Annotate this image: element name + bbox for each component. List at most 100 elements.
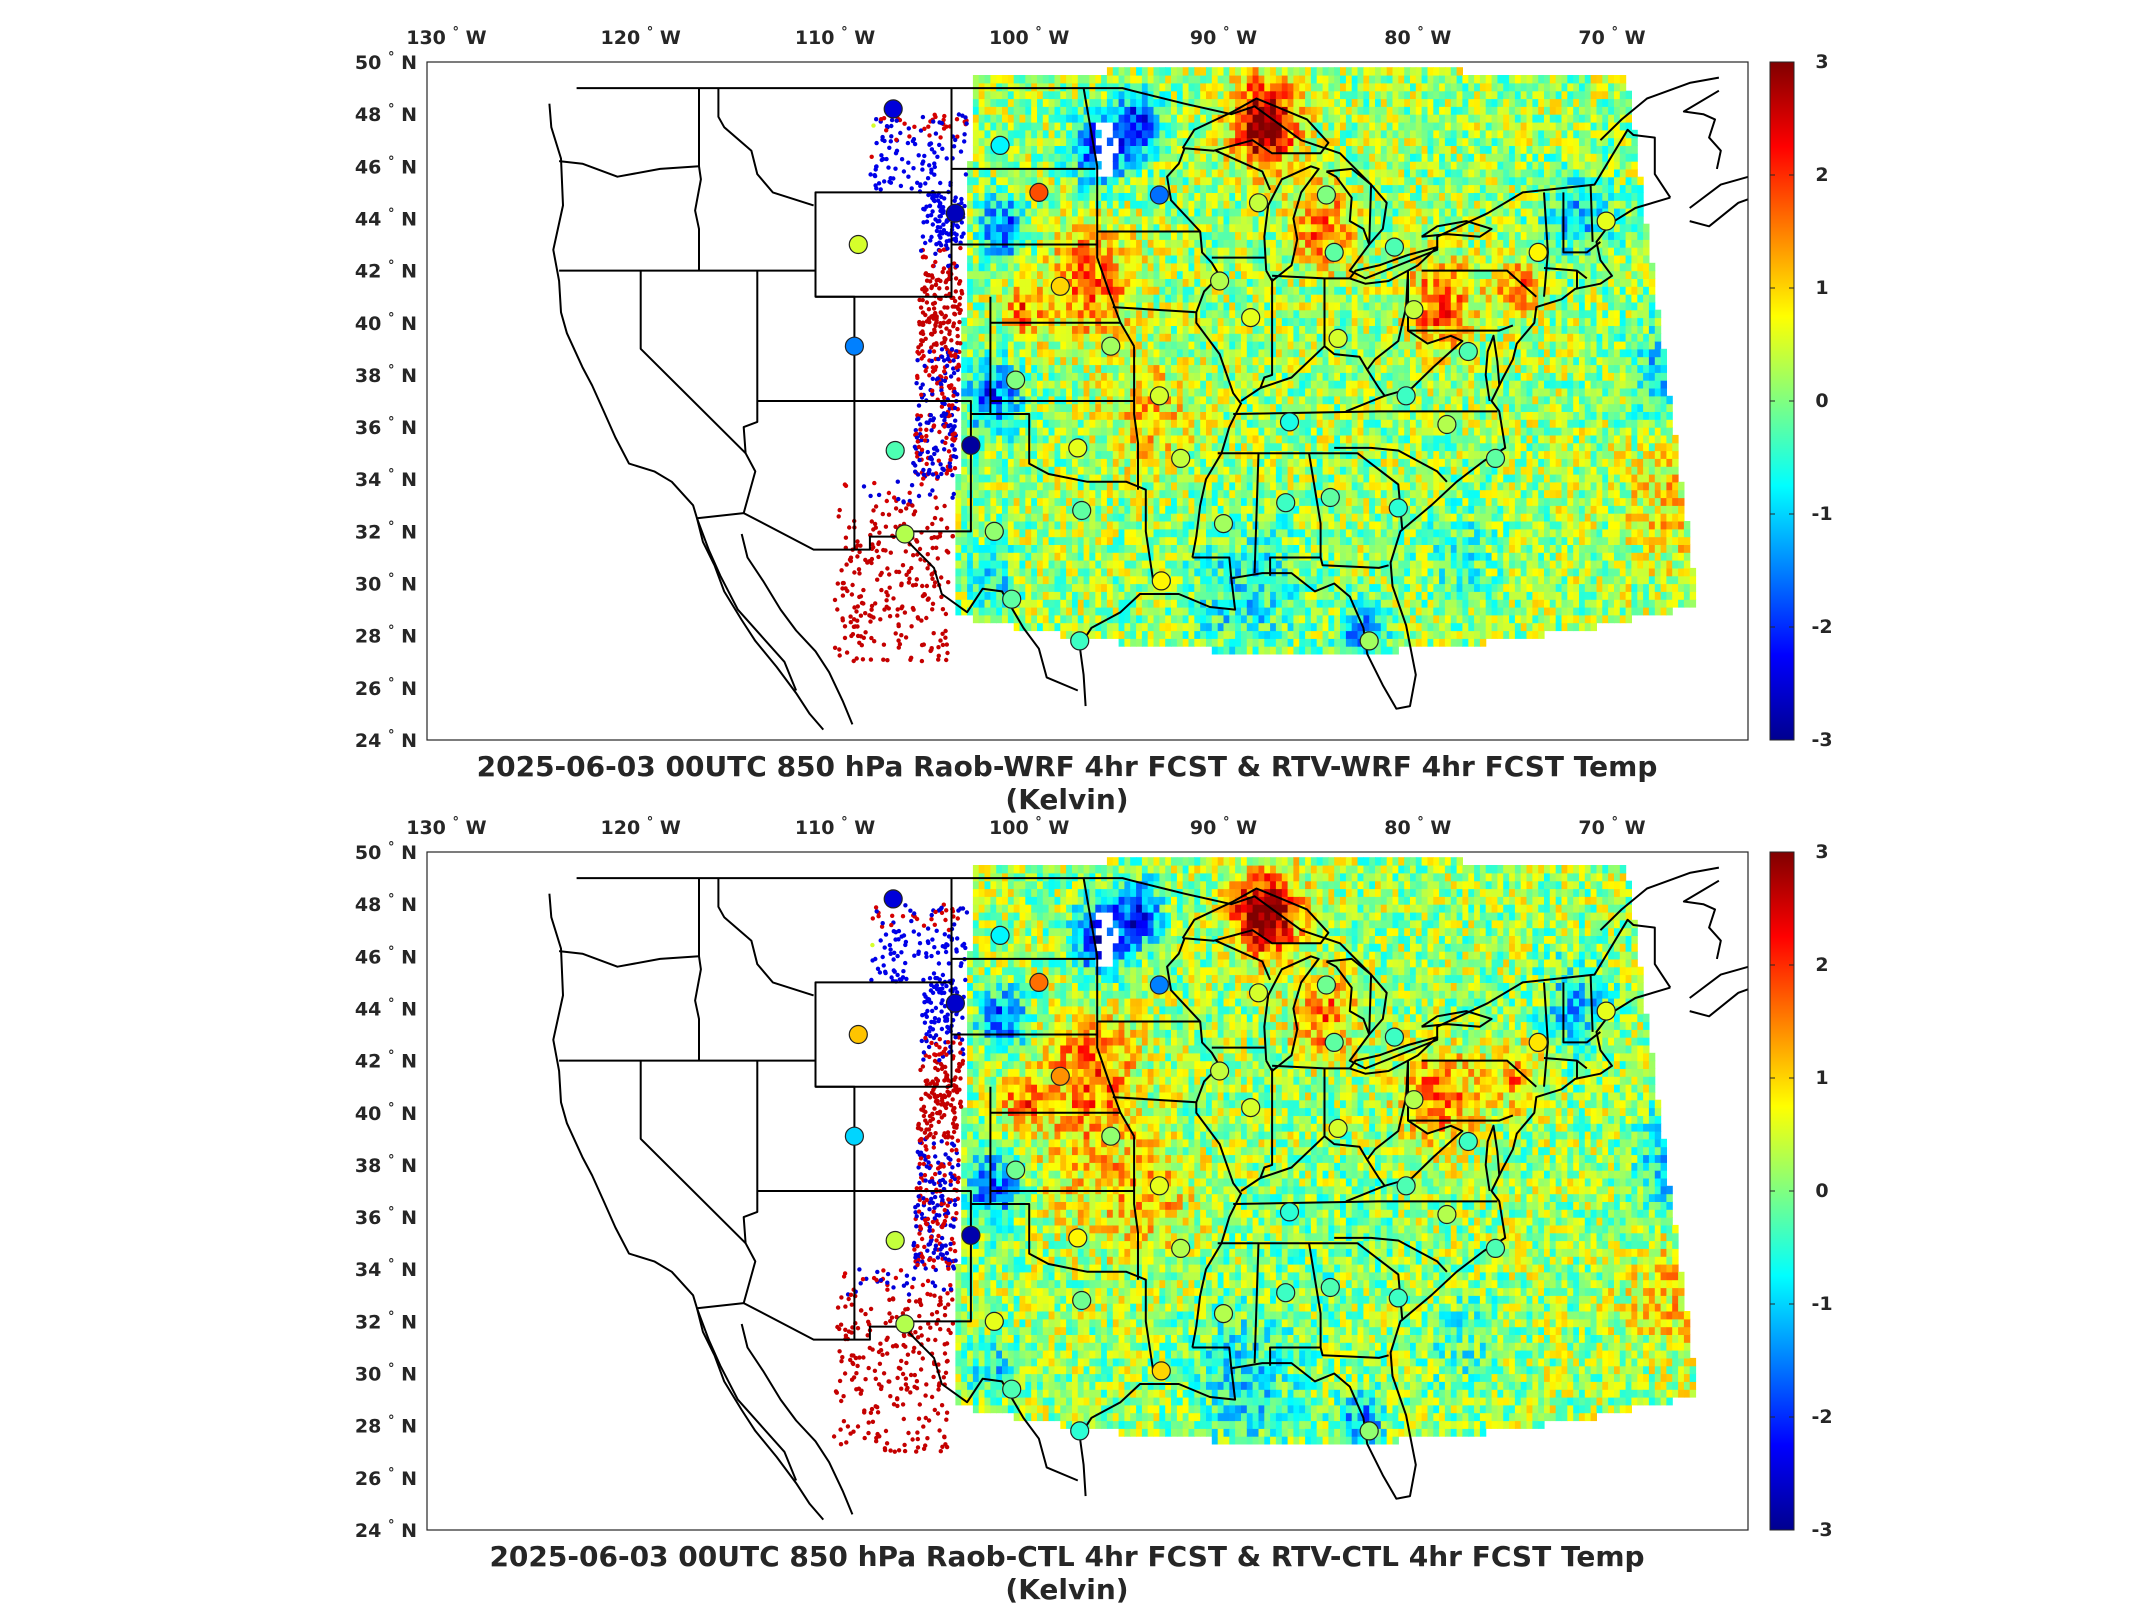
station-marker [1405,301,1423,319]
colorbar-tick-label: 2 [1815,954,1828,976]
lon-tick-label: 130 ° W [406,25,486,49]
station-marker [1073,502,1091,520]
temperature-difference-field [832,857,1696,1454]
colorbar-tick-label: -1 [1811,1293,1832,1315]
colorbar-tick-label: -3 [1811,729,1832,751]
station-marker [1069,1229,1087,1247]
lon-tick-label: 80 ° W [1384,815,1451,839]
station-marker [886,1232,904,1250]
station-marker [1030,973,1048,991]
station-marker [1071,632,1089,650]
lon-tick-label: 130 ° W [406,815,486,839]
station-marker [1172,449,1190,467]
station-marker [991,926,1009,944]
station-marker [1073,1292,1091,1310]
colorbar-tick-label: 0 [1815,1180,1828,1202]
station-marker [1007,371,1025,389]
lat-tick-label: 50 ° N [355,840,417,864]
station-marker [1529,243,1547,261]
station-marker [1242,1099,1260,1117]
station-marker [1389,1289,1407,1307]
lat-tick-label: 42 ° N [355,1049,417,1073]
lon-tick-label: 110 ° W [795,815,875,839]
lon-tick-label: 90 ° W [1190,815,1257,839]
station-marker [884,100,902,118]
lat-tick-label: 50 ° N [355,50,417,74]
lon-tick-label: 120 ° W [601,25,681,49]
station-marker [1597,212,1615,230]
station-marker [1321,489,1339,507]
station-marker [962,1226,980,1244]
lon-tick-label: 70 ° W [1578,25,1645,49]
lat-tick-label: 38 ° N [355,1153,417,1177]
lon-tick-label: 120 ° W [601,815,681,839]
lon-tick-label: 70 ° W [1578,815,1645,839]
station-marker [1487,449,1505,467]
station-marker [1051,1067,1069,1085]
lat-tick-label: 24 ° N [355,1518,417,1542]
station-marker [1389,499,1407,517]
station-marker [1459,1133,1477,1151]
station-marker [946,994,964,1012]
station-marker [1102,1127,1120,1145]
lat-tick-label: 32 ° N [355,519,417,543]
lat-tick-label: 48 ° N [355,892,417,916]
lat-tick-label: 24 ° N [355,728,417,752]
station-marker [1172,1239,1190,1257]
lon-tick-label: 90 ° W [1190,25,1257,49]
station-marker [1438,416,1456,434]
station-marker [1069,439,1087,457]
station-marker [1150,186,1168,204]
lat-tick-label: 42 ° N [355,259,417,283]
lat-tick-label: 40 ° N [355,1101,417,1125]
lat-tick-label: 44 ° N [355,997,417,1021]
station-marker [845,1127,863,1145]
station-marker [985,1312,1003,1330]
lon-tick-label: 80 ° W [1384,25,1451,49]
station-marker [1150,387,1168,405]
lat-tick-label: 26 ° N [355,676,417,700]
lat-tick-label: 32 ° N [355,1309,417,1333]
station-marker [1215,515,1233,533]
panel-title-ctl: 2025-06-03 00UTC 850 hPa Raob-CTL 4hr FC… [427,1540,1707,1606]
station-marker [1360,632,1378,650]
lat-tick-label: 46 ° N [355,944,417,968]
station-marker [1277,1284,1295,1302]
lat-tick-label: 28 ° N [355,624,417,648]
station-marker [1487,1239,1505,1257]
station-marker [985,522,1003,540]
station-marker [896,1315,914,1333]
station-marker [1597,1002,1615,1020]
station-marker [1325,1033,1343,1051]
station-marker [1385,238,1403,256]
lat-tick-label: 34 ° N [355,1257,417,1281]
station-marker [886,442,904,460]
lat-tick-label: 34 ° N [355,467,417,491]
station-marker [1007,1161,1025,1179]
colorbar-tick-label: -3 [1811,1519,1832,1541]
station-marker [1152,572,1170,590]
colorbar-tick-label: -2 [1811,616,1832,638]
station-marker [1242,309,1260,327]
station-marker [884,890,902,908]
station-marker [849,1026,867,1044]
station-marker [1438,1206,1456,1224]
lat-tick-label: 44 ° N [355,207,417,231]
colorbar-tick-label: -2 [1811,1406,1832,1428]
station-marker [1385,1028,1403,1046]
station-marker [962,436,980,454]
station-marker [1003,1380,1021,1398]
station-marker [1215,1305,1233,1323]
lat-tick-label: 46 ° N [355,154,417,178]
station-marker [1030,183,1048,201]
lat-tick-label: 40 ° N [355,311,417,335]
colorbar-tick-label: 3 [1815,51,1828,73]
colorbar-tick-label: -1 [1811,503,1832,525]
colorbar-tick-label: 2 [1815,164,1828,186]
station-marker [1102,337,1120,355]
station-marker [1250,984,1268,1002]
station-marker [1329,1119,1347,1137]
station-marker [1211,272,1229,290]
station-marker [1529,1033,1547,1051]
